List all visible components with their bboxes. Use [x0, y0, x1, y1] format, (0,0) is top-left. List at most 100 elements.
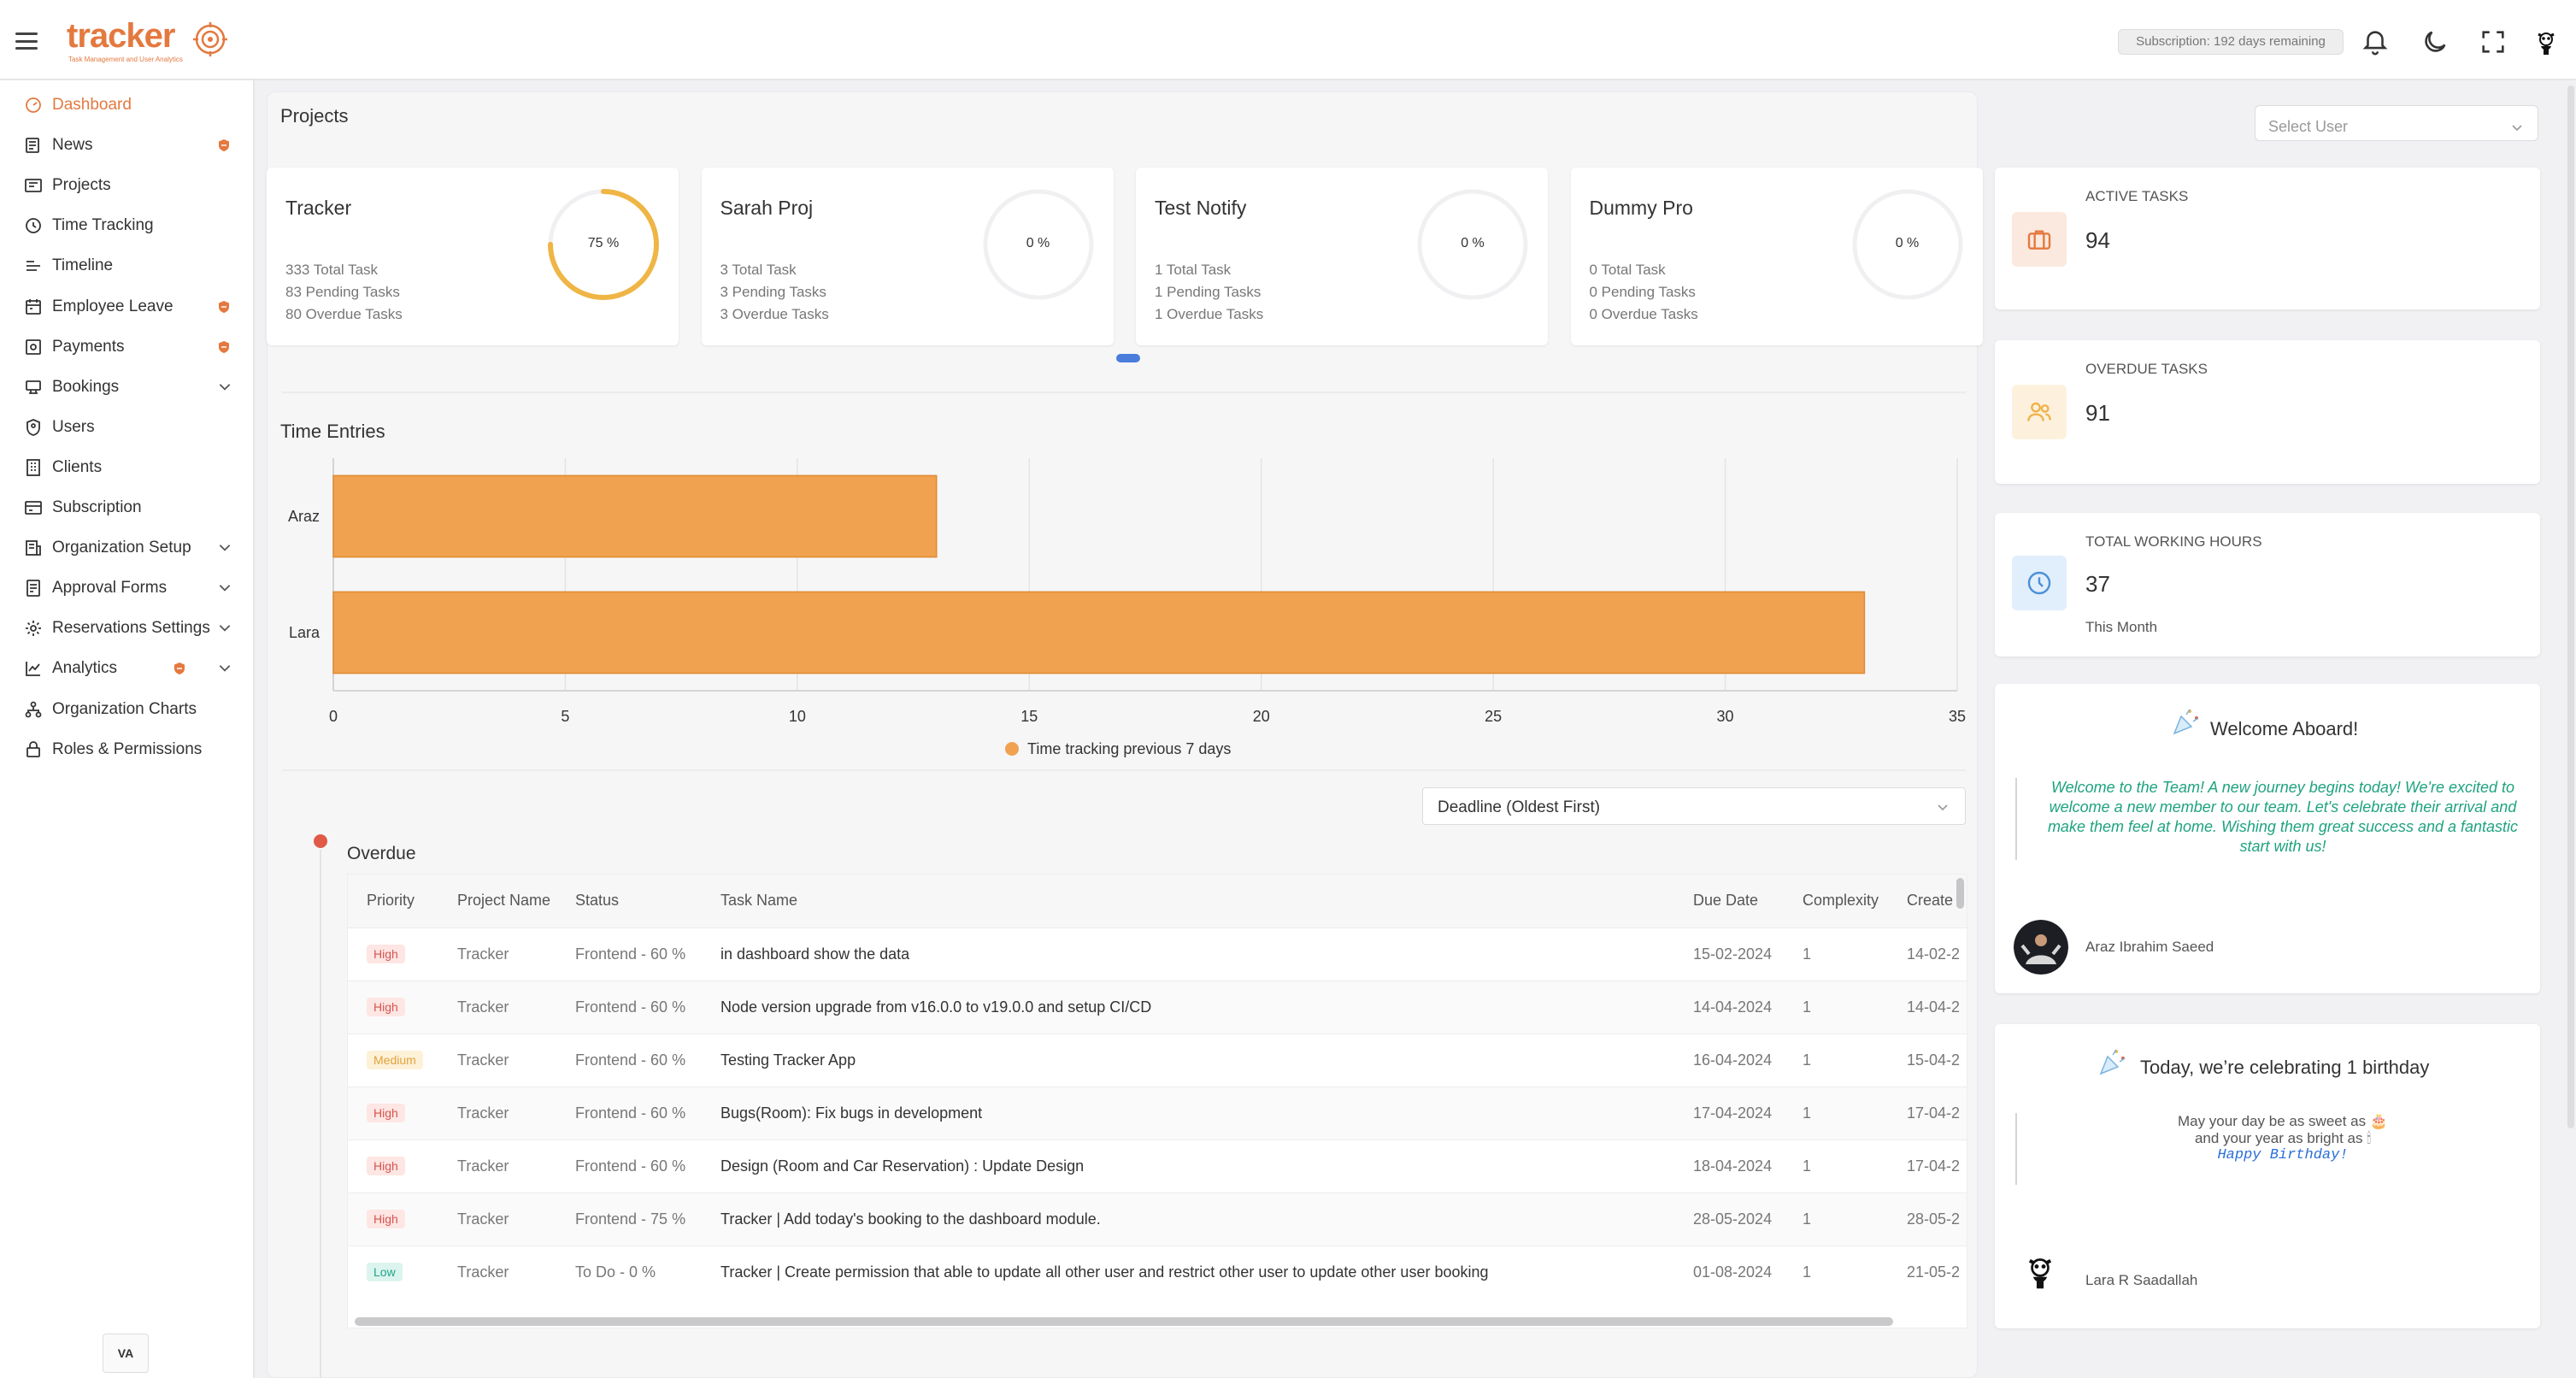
- table-row[interactable]: Low Tracker To Do - 0 % Tracker | Create pe…: [348, 1245, 1967, 1298]
- moon-icon[interactable]: [2420, 27, 2450, 56]
- progress-ring: [983, 189, 1093, 300]
- sidebar-item-organization-setup[interactable]: Organization Setup: [0, 529, 255, 567]
- table-row[interactable]: High Tracker Frontend - 60 % Bugs(Room): Fi…: [348, 1086, 1967, 1140]
- priority-badge: High: [367, 998, 405, 1016]
- priority-cell: High: [348, 927, 438, 980]
- task-name-cell[interactable]: Bugs(Room): Fix bugs in development: [702, 1086, 1674, 1140]
- task-name-cell[interactable]: Testing Tracker App: [702, 1033, 1674, 1086]
- sidebar-item-employee-leave[interactable]: Employee Leave: [0, 288, 255, 326]
- bar: [332, 591, 1866, 674]
- sidebar-item-label: Timeline: [52, 256, 114, 275]
- x-tick-label: 15: [1020, 708, 1038, 725]
- task-name-cell[interactable]: Node version upgrade from v16.0.0 to v19…: [702, 980, 1674, 1034]
- users-icon: [2012, 385, 2067, 439]
- due-date-cell: 16-04-2024: [1674, 1033, 1784, 1086]
- sidebar-item-analytics[interactable]: Analytics: [0, 650, 255, 687]
- sidebar-item-projects[interactable]: Projects: [0, 167, 255, 204]
- sidebar-item-clients[interactable]: Clients: [0, 449, 255, 486]
- progress-percent: 75 %: [587, 236, 620, 250]
- complexity-cell: 1: [1784, 1245, 1888, 1298]
- x-tick-label: 10: [789, 708, 806, 725]
- task-name-cell[interactable]: Design (Room and Car Reservation) : Upda…: [702, 1139, 1674, 1192]
- priority-cell: High: [348, 1192, 438, 1246]
- bell-icon[interactable]: [2361, 27, 2390, 56]
- created-cell: 14-02-2: [1888, 927, 1967, 980]
- sidebar-item-subscription[interactable]: Subscription: [0, 489, 255, 527]
- x-tick-label: 20: [1253, 708, 1270, 725]
- project-cell: Tracker: [438, 980, 556, 1034]
- status-cell: Frontend - 60 %: [556, 927, 702, 980]
- carousel-dots[interactable]: [1116, 353, 1150, 363]
- project-pending-tasks: 0 Pending Tasks: [1589, 284, 1696, 300]
- app-logo[interactable]: tracker Task Management and User Analyti…: [67, 17, 238, 68]
- created-cell: 15-04-2: [1888, 1033, 1967, 1086]
- project-cell: Tracker: [438, 1086, 556, 1140]
- section-divider: [282, 769, 1966, 771]
- created-cell: 17-04-2: [1888, 1086, 1967, 1140]
- complexity-cell: 1: [1784, 1139, 1888, 1192]
- column-header[interactable]: Due Date: [1674, 874, 1784, 928]
- project-overdue-tasks: 80 Overdue Tasks: [285, 306, 403, 322]
- sidebar-item-time-tracking[interactable]: Time Tracking: [0, 207, 255, 244]
- created-cell: 28-05-2: [1888, 1192, 1967, 1246]
- task-name-cell[interactable]: in dashboard show the data: [702, 927, 1674, 980]
- sort-value: Deadline (Oldest First): [1438, 798, 1601, 816]
- timeline-icon: [26, 261, 40, 272]
- project-total-tasks: 1 Total Task: [1155, 262, 1232, 278]
- menu-toggle-icon[interactable]: [15, 32, 38, 50]
- project-total-tasks: 3 Total Task: [720, 262, 797, 278]
- task-name-cell[interactable]: Tracker | Add today's booking to the das…: [702, 1192, 1674, 1246]
- column-header[interactable]: Priority: [348, 874, 438, 928]
- status-cell: Frontend - 75 %: [556, 1192, 702, 1246]
- table-row[interactable]: High Tracker Frontend - 60 % in dashboard s…: [348, 927, 1967, 980]
- active-tasks-card: ACTIVE TASKS 94: [1995, 168, 2540, 309]
- sidebar-item-organization-charts[interactable]: Organization Charts: [0, 691, 255, 728]
- user-avatar-icon[interactable]: [2532, 27, 2561, 56]
- sidebar-item-label: Users: [52, 417, 95, 436]
- column-header[interactable]: Project Name: [438, 874, 556, 928]
- table-row[interactable]: High Tracker Frontend - 75 % Tracker | Add …: [348, 1192, 1967, 1246]
- sidebar-item-users[interactable]: Users: [0, 409, 255, 446]
- sidebar-item-approval-forms[interactable]: Approval Forms: [0, 569, 255, 607]
- progress-percent: 0 %: [1026, 236, 1050, 250]
- project-card[interactable]: Tracker 333 Total Task 83 Pending Tasks 80 …: [267, 168, 679, 345]
- column-header[interactable]: Create: [1888, 874, 1967, 928]
- target-icon: [193, 22, 227, 56]
- legend-label: Time tracking previous 7 days: [1027, 740, 1231, 757]
- select-user-dropdown[interactable]: Select User: [2255, 105, 2538, 141]
- table-row[interactable]: High Tracker Frontend - 60 % Design (Room a…: [348, 1139, 1967, 1192]
- sidebar-item-bookings[interactable]: Bookings: [0, 368, 255, 406]
- due-date-cell: 14-04-2024: [1674, 980, 1784, 1034]
- complexity-cell: 1: [1784, 1192, 1888, 1246]
- sidebar-item-reservations-settings[interactable]: Reservations Settings: [0, 610, 255, 647]
- column-header[interactable]: Status: [556, 874, 702, 928]
- sidebar-item-timeline[interactable]: Timeline: [0, 247, 255, 285]
- fullscreen-icon[interactable]: [2479, 27, 2508, 56]
- project-card[interactable]: Sarah Proj 3 Total Task 3 Pending Tasks 3 O…: [701, 168, 1114, 345]
- project-card[interactable]: Dummy Pro 0 Total Task 0 Pending Tasks 0 Ov…: [1570, 168, 1983, 345]
- project-card[interactable]: Test Notify 1 Total Task 1 Pending Tasks 1 …: [1136, 168, 1548, 345]
- sidebar-item-payments[interactable]: Payments: [0, 328, 255, 366]
- projects-icon: [25, 179, 42, 193]
- footer-logo: VA: [103, 1334, 149, 1373]
- sort-dropdown[interactable]: Deadline (Oldest First): [1422, 787, 1966, 825]
- progress-ring: [1417, 189, 1528, 300]
- sidebar-item-dashboard[interactable]: Dashboard: [0, 86, 255, 124]
- table-row[interactable]: High Tracker Frontend - 60 % Node version u…: [348, 980, 1967, 1034]
- page-scrollbar[interactable]: [2567, 85, 2574, 1128]
- carousel-dot-active[interactable]: [1116, 354, 1140, 362]
- column-header[interactable]: Complexity: [1784, 874, 1888, 928]
- sidebar-item-news[interactable]: News: [0, 127, 255, 164]
- project-cell: Tracker: [438, 1192, 556, 1246]
- task-name-cell[interactable]: Tracker | Create permission that able to…: [702, 1245, 1674, 1298]
- briefcase-icon: [2012, 212, 2067, 267]
- table-row[interactable]: Medium Tracker Frontend - 60 % Testing Trac…: [348, 1033, 1967, 1086]
- avatar: [2014, 920, 2068, 975]
- sidebar-item-roles-permissions[interactable]: Roles & Permissions: [0, 731, 255, 768]
- horizontal-scrollbar[interactable]: [355, 1317, 1893, 1326]
- project-cell: Tracker: [438, 1139, 556, 1192]
- column-header[interactable]: Task Name: [702, 874, 1674, 928]
- priority-badge: High: [367, 1210, 405, 1228]
- vertical-scrollbar[interactable]: [1956, 878, 1964, 909]
- building-icon: [26, 458, 40, 476]
